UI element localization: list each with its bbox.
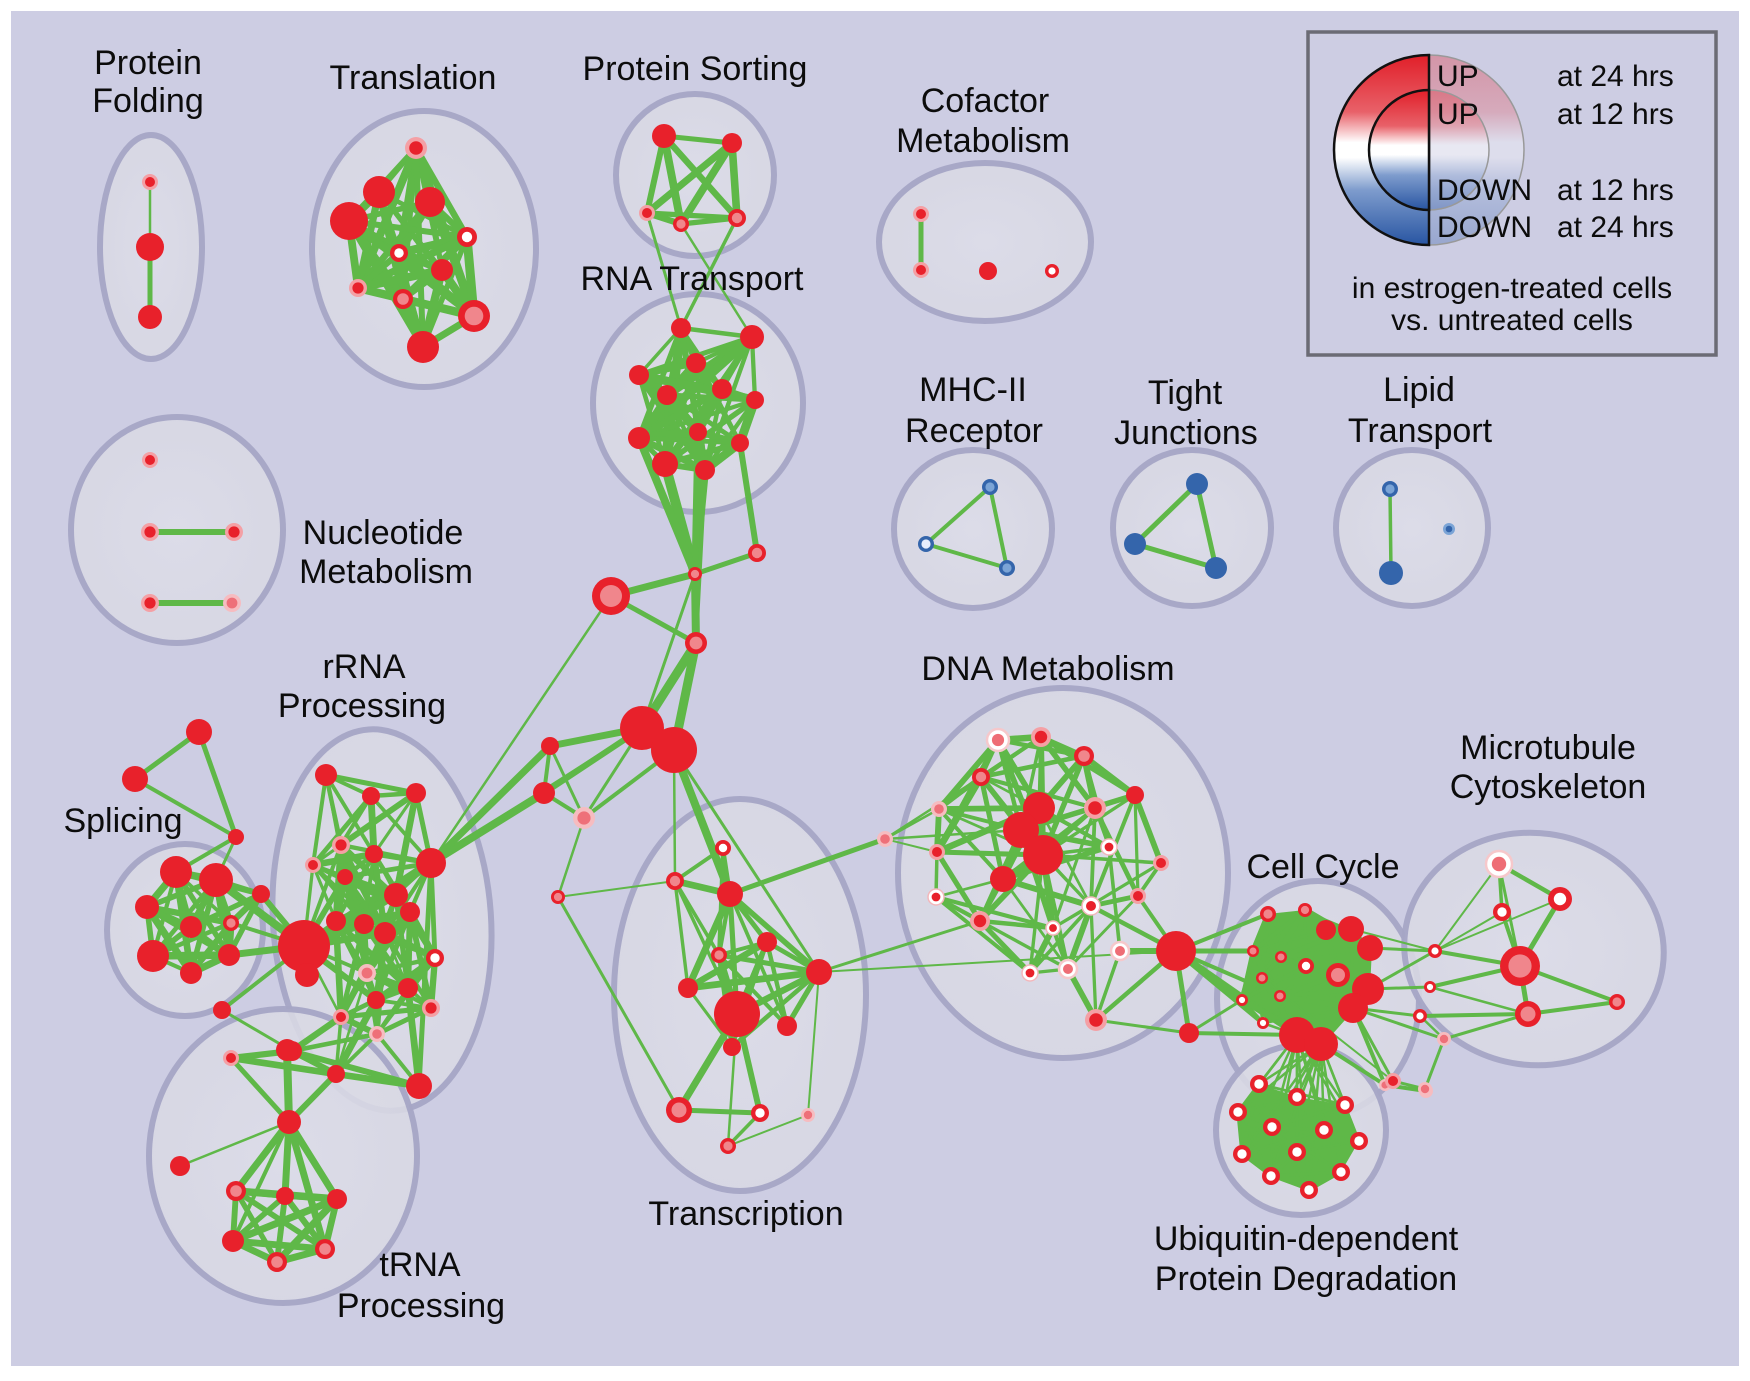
svg-text:Transport: Transport [1348, 412, 1493, 450]
svg-text:Folding: Folding [92, 82, 204, 120]
svg-text:Cytoskeleton: Cytoskeleton [1450, 768, 1647, 806]
svg-text:Protein Degradation: Protein Degradation [1155, 1260, 1457, 1298]
svg-text:Cell Cycle: Cell Cycle [1246, 848, 1399, 886]
svg-text:in estrogen-treated cells: in estrogen-treated cells [1352, 272, 1672, 305]
svg-text:Protein Sorting: Protein Sorting [583, 50, 808, 88]
svg-text:DOWN: DOWN [1437, 174, 1532, 207]
svg-text:at 12 hrs: at 12 hrs [1557, 98, 1674, 131]
svg-text:Junctions: Junctions [1114, 414, 1258, 452]
svg-text:Nucleotide: Nucleotide [303, 514, 464, 552]
svg-text:UP: UP [1437, 60, 1479, 93]
svg-text:Lipid: Lipid [1383, 371, 1455, 409]
svg-text:at 24 hrs: at 24 hrs [1557, 60, 1674, 93]
svg-text:MHC-II: MHC-II [919, 371, 1027, 409]
svg-text:Microtubule: Microtubule [1460, 729, 1636, 767]
svg-text:at 12 hrs: at 12 hrs [1557, 174, 1674, 207]
svg-text:tRNA: tRNA [379, 1246, 461, 1284]
svg-text:Translation: Translation [330, 59, 497, 97]
svg-text:DNA Metabolism: DNA Metabolism [921, 650, 1174, 688]
svg-text:Processing: Processing [337, 1287, 505, 1325]
svg-text:Receptor: Receptor [905, 412, 1043, 450]
svg-text:Protein: Protein [94, 44, 202, 82]
svg-text:Metabolism: Metabolism [299, 553, 473, 591]
svg-text:vs. untreated cells: vs. untreated cells [1391, 304, 1633, 337]
svg-text:DOWN: DOWN [1437, 211, 1532, 244]
svg-text:Processing: Processing [278, 687, 446, 725]
svg-text:rRNA: rRNA [322, 648, 405, 686]
svg-text:Transcription: Transcription [648, 1195, 843, 1233]
svg-text:Splicing: Splicing [63, 802, 182, 840]
svg-text:RNA Transport: RNA Transport [581, 260, 805, 298]
svg-text:Cofactor: Cofactor [921, 82, 1050, 120]
svg-text:at 24 hrs: at 24 hrs [1557, 211, 1674, 244]
svg-text:UP: UP [1437, 98, 1479, 131]
svg-text:Metabolism: Metabolism [896, 122, 1070, 160]
svg-text:Tight: Tight [1148, 374, 1223, 412]
svg-text:Ubiquitin-dependent: Ubiquitin-dependent [1154, 1220, 1459, 1258]
